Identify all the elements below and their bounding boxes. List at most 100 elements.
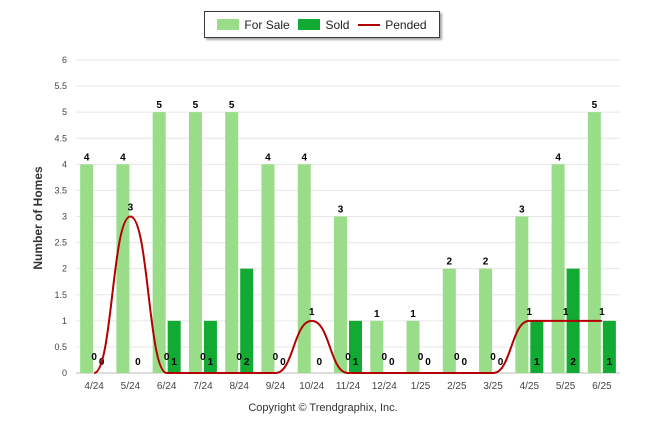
- data-label-for-sale: 5: [592, 100, 598, 111]
- data-label-sold: 2: [244, 357, 250, 368]
- data-label-for-sale: 4: [301, 152, 307, 163]
- copyright-text: Copyright © Trendgraphix, Inc.: [248, 402, 398, 414]
- bar-for-sale: [225, 112, 239, 374]
- data-label-for-sale: 1: [374, 309, 380, 320]
- x-tick-label: 1/25: [411, 381, 431, 392]
- data-label-for-sale: 3: [338, 205, 344, 216]
- bar-sold: [530, 320, 544, 373]
- bar-for-sale: [442, 268, 456, 373]
- data-label-for-sale: 1: [410, 309, 416, 320]
- y-tick-label: 4.5: [54, 133, 67, 143]
- y-tick-label: 5.5: [54, 81, 67, 91]
- data-label-sold: 2: [570, 357, 576, 368]
- data-label-sold: 0: [316, 357, 322, 368]
- x-tick-label: 9/24: [266, 381, 286, 392]
- legend-label-for-sale: For Sale: [244, 17, 290, 32]
- data-label-pended: 0: [200, 352, 206, 363]
- data-label-for-sale: 4: [265, 152, 271, 163]
- data-label-for-sale: 4: [84, 152, 90, 163]
- legend-item-for-sale[interactable]: For Sale: [217, 17, 290, 32]
- data-label-pended: 0: [273, 352, 279, 363]
- data-label-pended: 0: [381, 352, 387, 363]
- data-label-sold: 0: [280, 357, 286, 368]
- y-tick-label: 2.5: [54, 238, 67, 248]
- bar-sold: [602, 320, 616, 373]
- bar-sold: [203, 320, 217, 373]
- y-tick-label: 3.5: [54, 185, 67, 195]
- data-label-sold: 1: [171, 357, 177, 368]
- data-label-pended: 1: [527, 307, 533, 318]
- bar-sold: [240, 268, 254, 373]
- data-label-for-sale: 4: [120, 152, 126, 163]
- data-label-pended: 0: [91, 352, 97, 363]
- bar-for-sale: [370, 320, 384, 373]
- data-label-for-sale: 4: [555, 152, 561, 163]
- x-tick-label: 7/24: [193, 381, 213, 392]
- data-label-sold: 0: [135, 357, 141, 368]
- data-label-pended: 0: [236, 352, 242, 363]
- bar-for-sale: [587, 112, 601, 374]
- x-tick-label: 2/25: [447, 381, 467, 392]
- x-tick-label: 6/25: [592, 381, 612, 392]
- x-tick-label: 4/25: [520, 381, 540, 392]
- bar-for-sale: [334, 216, 347, 373]
- data-label-pended: 0: [164, 352, 170, 363]
- bar-sold: [349, 320, 362, 373]
- x-tick-label: 3/25: [483, 381, 503, 392]
- pended-swatch: [358, 23, 381, 26]
- data-label-pended: 3: [128, 203, 134, 214]
- bar-for-sale: [297, 164, 311, 373]
- y-tick-label: 0.5: [54, 342, 67, 352]
- data-label-pended: 0: [418, 352, 424, 363]
- data-label-pended: 0: [454, 352, 460, 363]
- data-label-sold: 1: [353, 357, 359, 368]
- data-label-for-sale: 5: [229, 100, 235, 111]
- y-tick-label: 1: [62, 316, 67, 326]
- sold-swatch: [298, 19, 321, 30]
- x-tick-label: 6/24: [157, 381, 177, 392]
- y-tick-label: 0: [62, 368, 67, 378]
- y-tick-label: 1.5: [54, 290, 67, 300]
- legend-label-pended: Pended: [385, 17, 427, 32]
- data-label-sold: 0: [389, 357, 395, 368]
- data-label-for-sale: 3: [519, 205, 525, 216]
- bar-for-sale: [406, 320, 420, 373]
- y-tick-label: 3: [62, 212, 67, 222]
- bar-for-sale: [479, 268, 493, 373]
- for-sale-swatch: [217, 19, 240, 30]
- bar-for-sale: [515, 216, 529, 373]
- data-label-sold: 1: [534, 357, 540, 368]
- data-label-pended: 0: [345, 352, 351, 363]
- data-label-sold: 0: [498, 357, 504, 368]
- data-label-for-sale: 5: [156, 100, 162, 111]
- x-tick-label: 10/24: [299, 381, 324, 392]
- bar-for-sale: [551, 164, 565, 373]
- y-tick-label: 5: [62, 107, 67, 117]
- data-label-sold: 0: [462, 357, 468, 368]
- bar-for-sale: [152, 112, 166, 374]
- y-tick-label: 4: [62, 159, 67, 169]
- pended-line: [93, 215, 602, 374]
- chart-legend: For Sale Sold Pended: [204, 11, 440, 38]
- data-label-for-sale: 2: [447, 257, 453, 268]
- x-tick-label: 4/24: [84, 381, 104, 392]
- x-tick-label: 12/24: [372, 381, 397, 392]
- bar-for-sale: [261, 164, 275, 373]
- legend-item-pended[interactable]: Pended: [358, 17, 427, 32]
- data-label-sold: 0: [425, 357, 431, 368]
- data-label-pended: 1: [309, 307, 315, 318]
- x-tick-label: 5/25: [556, 381, 576, 392]
- x-tick-label: 8/24: [229, 381, 249, 392]
- legend-item-sold[interactable]: Sold: [298, 18, 349, 32]
- bar-sold: [167, 320, 181, 373]
- bar-for-sale: [188, 112, 202, 374]
- y-tick-label: 6: [62, 55, 67, 65]
- y-tick-label: 2: [62, 264, 67, 274]
- data-label-pended: 1: [599, 307, 605, 318]
- data-label-for-sale: 5: [193, 100, 199, 111]
- data-label-sold: 1: [208, 357, 214, 368]
- data-label-pended: 1: [563, 307, 569, 318]
- bar-for-sale: [116, 164, 130, 373]
- x-tick-label: 5/24: [121, 381, 141, 392]
